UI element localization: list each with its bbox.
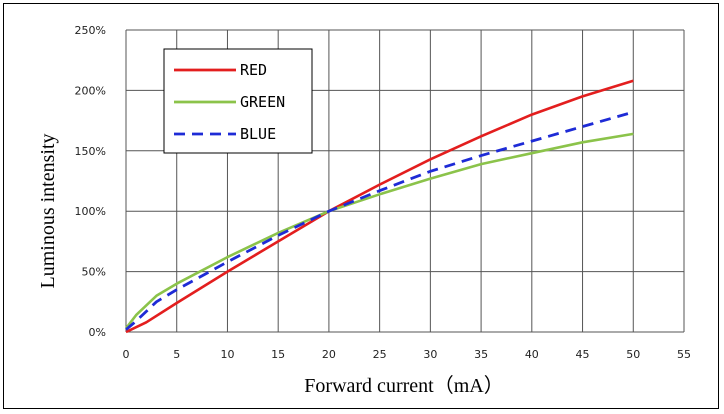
- x-tick-label: 40: [525, 348, 539, 361]
- y-tick-label: 100%: [75, 205, 106, 218]
- x-tick-label: 35: [474, 348, 488, 361]
- series-line-red: [125, 79, 634, 334]
- x-tick-label: 15: [271, 348, 285, 361]
- x-axis-label: Forward current（mA）: [304, 374, 503, 397]
- legend: RED GREEN BLUE: [163, 48, 313, 154]
- grid: [125, 29, 685, 333]
- x-tick-label: 30: [423, 348, 437, 361]
- legend-label-blue: BLUE: [240, 125, 276, 143]
- y-tick-label: 50%: [82, 266, 106, 279]
- series-lines: [124, 79, 634, 334]
- x-tick-label: 45: [576, 348, 590, 361]
- legend-label-red: RED: [240, 61, 267, 79]
- legend-label-green: GREEN: [240, 93, 285, 111]
- tick-labels: 0 5 10 15 20 25 30 35 40 45 50 55 0% 50% 100% 150% 200% 2…: [75, 24, 691, 361]
- y-tick-label: 250%: [75, 24, 106, 37]
- x-tick-label: 5: [173, 348, 180, 361]
- y-tick-label: 200%: [75, 84, 106, 97]
- chart-frame: [3, 3, 719, 409]
- x-tick-label: 10: [220, 348, 234, 361]
- y-tick-label: 0%: [89, 326, 106, 339]
- x-tick-label: 25: [373, 348, 387, 361]
- y-tick-label: 150%: [75, 145, 106, 158]
- y-axis-label: Luminous intensity: [37, 134, 59, 289]
- x-tick-label: 0: [123, 348, 130, 361]
- x-tick-label: 55: [677, 348, 691, 361]
- series-line-blue: [125, 110, 634, 331]
- x-tick-label: 50: [626, 348, 640, 361]
- x-tick-label: 20: [322, 348, 336, 361]
